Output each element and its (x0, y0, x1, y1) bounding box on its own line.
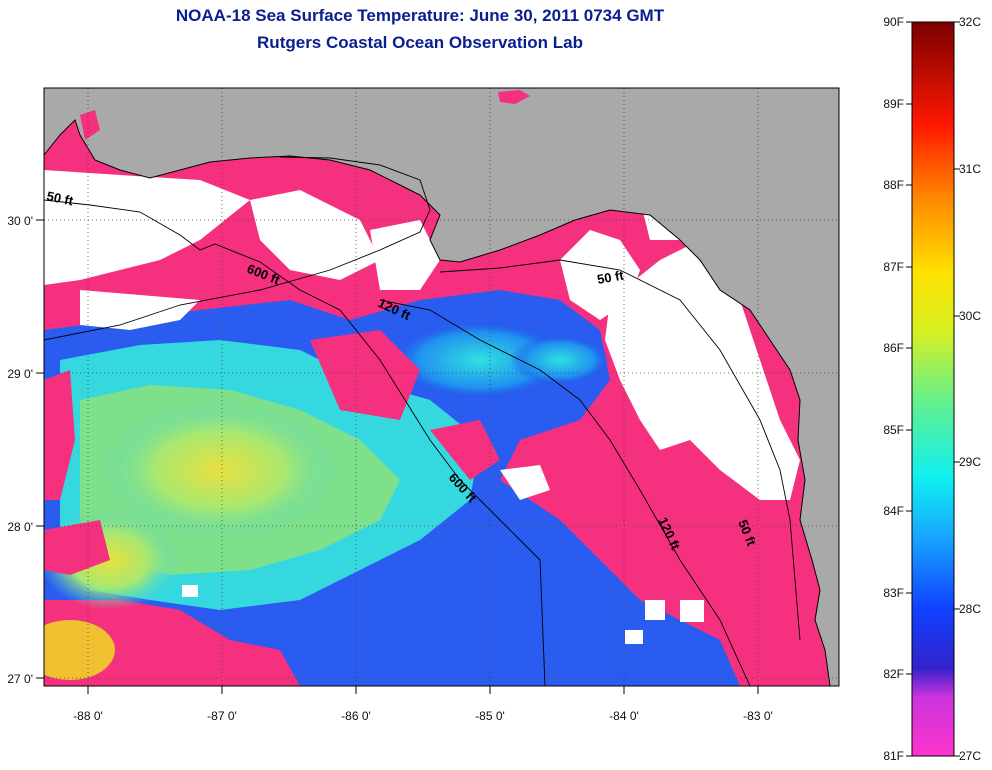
cb-c-31: 31C (959, 162, 981, 176)
lon-label-87: -87 0' (207, 709, 237, 723)
isobath-contours (44, 156, 801, 686)
grid-lines (44, 88, 839, 686)
cloud-cover (44, 170, 800, 644)
lat-label-27: 27 0' (7, 672, 33, 686)
pink-intrusion-center (430, 420, 500, 480)
map-area: 50 ft 600 ft 120 ft 50 ft 600 ft 120 ft … (44, 88, 839, 686)
colorbar-gradient (911, 21, 955, 757)
map-frame (43, 87, 840, 687)
lon-label-83: -83 0' (743, 709, 773, 723)
cb-f-89: 89F (883, 97, 904, 111)
cb-f-88: 88F (883, 178, 904, 192)
cyan-patch (390, 320, 570, 400)
lat-label-28: 28 0' (7, 520, 33, 534)
lon-label-88: -88 0' (73, 709, 103, 723)
cb-f-87: 87F (883, 260, 904, 274)
lon-label-84: -84 0' (609, 709, 639, 723)
lon-label-85: -85 0' (475, 709, 505, 723)
warm-patch (100, 400, 340, 540)
cyan-patch-2 (510, 335, 610, 385)
cb-c-28: 28C (959, 602, 981, 616)
contour-label-50ft-west: 50 ft (45, 188, 75, 208)
pink-intrusion-west (44, 370, 75, 500)
map-title: NOAA-18 Sea Surface Temperature: June 30… (175, 6, 665, 25)
cb-f-86: 86F (883, 341, 904, 355)
pink-bay (80, 110, 100, 140)
cb-f-83: 83F (883, 586, 904, 600)
cb-c-30: 30C (959, 309, 981, 323)
cb-f-85: 85F (883, 423, 904, 437)
lat-label-30: 30 0' (7, 214, 33, 228)
lon-label-86: -86 0' (341, 709, 371, 723)
cb-f-90: 90F (883, 15, 904, 29)
land-mass (44, 88, 839, 686)
cb-c-32: 32C (959, 15, 981, 29)
cb-c-27: 27C (959, 749, 981, 763)
cb-c-29: 29C (959, 455, 981, 469)
pink-speck (498, 90, 530, 104)
colorbar: 90F 89F 88F 87F 86F 85F 84F 83F 82F 81F … (883, 15, 981, 763)
map-subtitle: Rutgers Coastal Ocean Observation Lab (257, 33, 583, 52)
contour-label-50ft-east: 50 ft (596, 267, 626, 287)
warm-patch-3 (44, 620, 115, 680)
axis-ticks (36, 219, 759, 694)
pink-intrusion-sw (44, 520, 110, 575)
pink-intrusion-mid (310, 330, 420, 420)
cb-f-82: 82F (883, 667, 904, 681)
cb-f-81: 81F (883, 749, 904, 763)
lat-label-29: 29 0' (7, 367, 33, 381)
cb-f-84: 84F (883, 504, 904, 518)
